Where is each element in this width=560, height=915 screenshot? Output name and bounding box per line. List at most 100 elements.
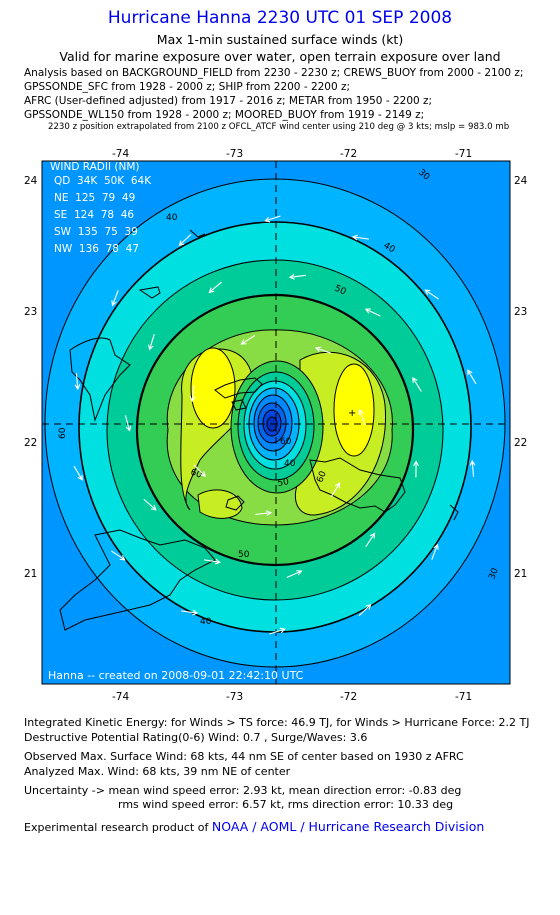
plot-frame	[41, 160, 511, 685]
lat-axis-left: 24 23 22 21	[24, 175, 38, 580]
wind-arrow	[358, 604, 371, 617]
wind-arrow	[203, 559, 220, 563]
wind-arrow-head	[424, 289, 431, 295]
analysis-line-4: GPSSONDE_WL150 from 1928 - 2000 z; MOORE…	[24, 109, 425, 121]
wind-arrow-head	[288, 273, 295, 280]
lat-axis-right: 24 23 22 21	[514, 175, 528, 580]
coast-hispaniola	[309, 457, 406, 513]
analysis-line-3: AFRC (User-defined adjusted) from 1917 -…	[24, 95, 433, 107]
contour-label-50: 50	[238, 550, 250, 560]
wind-arrow	[193, 464, 206, 477]
wind-arrow	[124, 415, 131, 431]
wind-arrow-head	[279, 627, 286, 634]
wind-arrow	[352, 236, 369, 240]
analyzed-max-line: Analyzed Max. Wind: 68 kts, 39 nm NE of …	[24, 765, 291, 778]
analysis-line-1: Analysis based on BACKGROUND_FIELD from …	[24, 67, 524, 79]
lat-tick-right: 23	[514, 306, 527, 318]
lon-tick-bottom: -71	[455, 691, 472, 703]
analysis-line-2: GPSSONDE_SFC from 1928 - 2000 z; SHIP fr…	[24, 81, 351, 93]
lat-tick-right: 21	[514, 568, 527, 580]
wind-arrow-head	[296, 570, 303, 576]
wind-arrow-head	[214, 558, 221, 565]
wind-arrow	[73, 465, 83, 481]
wind-arrow	[269, 628, 285, 635]
wind-arrow	[289, 274, 306, 278]
wind-arrow-head	[240, 339, 247, 345]
wind-arrow-head	[358, 408, 364, 415]
center-crosshair	[42, 161, 510, 684]
ike-line: Integrated Kinetic Energy: for Winds > T…	[24, 716, 530, 729]
wind-arrow	[365, 308, 381, 317]
wind-arrow-head	[469, 459, 476, 466]
contour-label-40: 40	[284, 459, 296, 469]
lat-tick-right: 22	[514, 437, 527, 449]
lat-tick-left: 24	[24, 175, 38, 187]
wind-arrow	[265, 215, 281, 222]
wind-arrow-head	[119, 555, 126, 561]
wind-arrow-head	[314, 346, 322, 353]
wind-arrow	[112, 290, 119, 306]
wind-arrow-head	[74, 384, 81, 391]
island-andros	[69, 337, 131, 422]
wind-arrow-head	[200, 471, 207, 477]
coastlines	[59, 229, 459, 631]
map-title: Hurricane Hanna 2230 UTC 01 SEP 2008	[107, 8, 453, 28]
contour-label-left: 60	[58, 427, 68, 439]
coast-cuba	[59, 529, 216, 631]
contour-label-50: 50	[277, 477, 290, 489]
island-inagua	[225, 495, 245, 511]
wind-radii-title: WIND RADII (NM)	[50, 161, 140, 173]
wind-arrow-head	[189, 396, 196, 403]
wind-arrow	[143, 498, 157, 511]
lon-tick-top: -71	[455, 148, 472, 160]
wind-arrow	[209, 281, 222, 293]
lat-tick-left: 23	[24, 306, 37, 318]
hrd-link[interactable]: NOAA / AOML / Hurricane Research Divisio…	[211, 819, 485, 834]
wind-arrow	[75, 372, 79, 390]
observed-max-line: Observed Max. Surface Wind: 68 kts, 44 n…	[24, 750, 464, 763]
lon-tick-top: -73	[226, 148, 243, 160]
wind-arrow	[149, 334, 155, 350]
wind-arrow	[471, 460, 475, 478]
max-wind-marker: +	[348, 408, 356, 419]
lon-tick-top: -72	[340, 148, 357, 160]
wind-arrow-head	[334, 482, 341, 489]
wind-arrow	[330, 482, 341, 498]
wind-arrow-head	[148, 344, 154, 351]
wind-arrow	[241, 335, 256, 345]
lon-tick-bottom: -73	[226, 691, 243, 703]
lon-tick-bottom: -74	[112, 691, 129, 703]
wind-arrow-head	[266, 510, 273, 517]
wind-arrow	[179, 233, 192, 246]
uncertainty-rms-line: rms wind speed error: 6.57 kt, rms direc…	[118, 798, 454, 811]
map-subtitle-exposure: Valid for marine exposure over water, op…	[59, 49, 501, 64]
wind-arrow	[412, 377, 422, 392]
wind-arrow-head	[433, 543, 439, 550]
wind-arrow	[254, 512, 271, 516]
wind-arrow-head	[208, 287, 215, 294]
contour-label-50: 50	[333, 284, 348, 298]
contour-label-60: 60	[280, 437, 292, 447]
wind-arrow	[365, 533, 376, 548]
wind-arrow-head	[77, 474, 83, 481]
wind-arrows	[73, 215, 477, 635]
wind-radii-row-sw: SW 135 75 39	[54, 226, 138, 238]
product-credit: Experimental research product of NOAA / …	[24, 819, 484, 834]
position-note: 2230 z position extrapolated from 2100 z…	[48, 122, 510, 132]
wind-arrow-head	[369, 532, 376, 539]
island-acklins	[214, 377, 263, 399]
island-small	[231, 399, 247, 411]
wind-arrow-head	[111, 300, 117, 307]
lon-tick-bottom: -72	[340, 691, 357, 703]
contour-label-40: 40	[166, 213, 178, 223]
cay-north	[189, 229, 206, 238]
wind-arrow	[431, 544, 438, 560]
coast-east	[449, 504, 459, 521]
product-prefix: Experimental research product of	[24, 821, 209, 834]
dpr-line: Destructive Potential Rating(0-6) Wind: …	[24, 731, 368, 744]
wind-arrow-head	[264, 216, 271, 223]
wind-arrow-head	[178, 240, 185, 247]
wind-arrow	[191, 385, 195, 402]
wind-arrow-head	[413, 460, 419, 467]
wind-arrow	[467, 369, 477, 385]
